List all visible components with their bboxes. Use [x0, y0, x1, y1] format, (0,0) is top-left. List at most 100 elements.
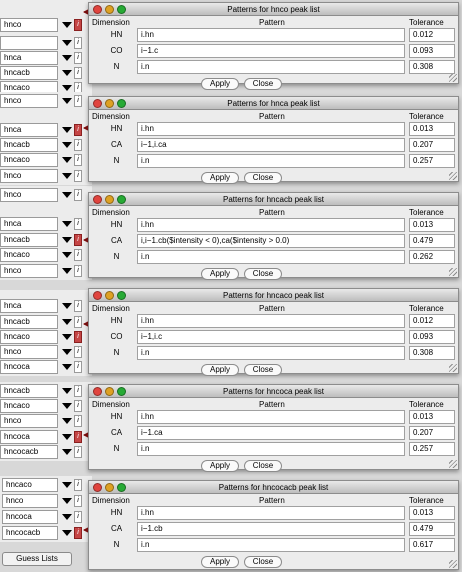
chevron-down-icon[interactable]	[62, 482, 72, 488]
tolerance-field[interactable]: 0.013	[409, 218, 455, 232]
minimize-window-icon[interactable]	[105, 195, 114, 204]
peak-list-name-field[interactable]: hncacb	[0, 233, 58, 247]
info-icon[interactable]: i	[74, 431, 82, 443]
peak-list-name-field[interactable]: hnco	[2, 494, 58, 508]
info-icon[interactable]: i	[74, 95, 82, 107]
info-icon[interactable]: i	[74, 385, 82, 397]
peak-list-name-field[interactable]: hncaco	[0, 153, 58, 167]
info-icon[interactable]: i	[74, 154, 82, 166]
chevron-down-icon[interactable]	[62, 364, 72, 370]
peak-list-name-field[interactable]: hnco	[0, 264, 58, 278]
tolerance-field[interactable]: 0.308	[409, 346, 455, 360]
info-icon[interactable]: i	[74, 249, 82, 261]
chevron-down-icon[interactable]	[62, 434, 72, 440]
resize-grip-icon[interactable]	[449, 460, 457, 468]
peak-list-name-field[interactable]: hnca	[0, 217, 58, 231]
info-icon[interactable]: i	[74, 170, 82, 182]
peak-list-name-field[interactable]: hnco	[0, 169, 58, 183]
info-icon[interactable]: i	[74, 415, 82, 427]
pattern-field[interactable]: i.n	[137, 346, 405, 360]
close-button[interactable]: Close	[244, 268, 282, 280]
peak-list-name-field[interactable]: hncacb	[0, 315, 58, 329]
pattern-field[interactable]: i,i−1.cb($intensity < 0),ca($intensity >…	[137, 234, 405, 248]
peak-list-name-field[interactable]: hncaco	[0, 399, 58, 413]
info-icon[interactable]: i	[74, 361, 82, 373]
close-button[interactable]: Close	[244, 172, 282, 184]
peak-list-name-field[interactable]: hncocacb	[2, 526, 58, 540]
zoom-window-icon[interactable]	[117, 5, 126, 14]
close-window-icon[interactable]	[93, 99, 102, 108]
peak-list-name-field[interactable]: hncoca	[0, 360, 58, 374]
minimize-window-icon[interactable]	[105, 387, 114, 396]
pattern-field[interactable]: i.hn	[137, 218, 405, 232]
peak-list-name-field[interactable]: hncoca	[0, 430, 58, 444]
info-icon[interactable]: i	[74, 218, 82, 230]
chevron-down-icon[interactable]	[62, 70, 72, 76]
chevron-down-icon[interactable]	[62, 173, 72, 179]
tolerance-field[interactable]: 0.308	[409, 60, 455, 74]
resize-grip-icon[interactable]	[449, 268, 457, 276]
chevron-down-icon[interactable]	[62, 349, 72, 355]
chevron-down-icon[interactable]	[62, 40, 72, 46]
tolerance-field[interactable]: 0.207	[409, 426, 455, 440]
chevron-down-icon[interactable]	[62, 388, 72, 394]
info-icon[interactable]: i	[74, 446, 82, 458]
window-title-bar[interactable]: Patterns for hncaco peak list	[89, 289, 458, 302]
chevron-down-icon[interactable]	[62, 334, 72, 340]
guess-lists-button[interactable]: Guess Lists	[2, 552, 72, 566]
peak-list-name-field[interactable]: hnco	[0, 414, 58, 428]
tolerance-field[interactable]: 0.012	[409, 314, 455, 328]
zoom-window-icon[interactable]	[117, 195, 126, 204]
chevron-down-icon[interactable]	[62, 127, 72, 133]
peak-list-name-field[interactable]: hncoca	[2, 510, 58, 524]
pattern-field[interactable]: i.n	[137, 442, 405, 456]
chevron-down-icon[interactable]	[62, 85, 72, 91]
chevron-down-icon[interactable]	[62, 303, 72, 309]
info-icon[interactable]: i	[74, 19, 82, 31]
chevron-down-icon[interactable]	[62, 403, 72, 409]
chevron-down-icon[interactable]	[62, 221, 72, 227]
pattern-field[interactable]: i.n	[137, 538, 405, 552]
peak-list-name-field[interactable]	[0, 36, 58, 50]
close-window-icon[interactable]	[93, 291, 102, 300]
tolerance-field[interactable]: 0.093	[409, 330, 455, 344]
pattern-field[interactable]: i−1.ca	[137, 426, 405, 440]
chevron-down-icon[interactable]	[62, 192, 72, 198]
resize-grip-icon[interactable]	[449, 172, 457, 180]
pattern-field[interactable]: i−1,i.c	[137, 330, 405, 344]
peak-list-name-field[interactable]: hnca	[0, 299, 58, 313]
apply-button[interactable]: Apply	[201, 460, 239, 472]
chevron-down-icon[interactable]	[62, 98, 72, 104]
info-icon[interactable]: i	[74, 479, 82, 491]
window-title-bar[interactable]: Patterns for hnco peak list	[89, 3, 458, 16]
resize-grip-icon[interactable]	[449, 74, 457, 82]
pattern-field[interactable]: i−1.cb	[137, 522, 405, 536]
tolerance-field[interactable]: 0.617	[409, 538, 455, 552]
apply-button[interactable]: Apply	[201, 268, 239, 280]
minimize-window-icon[interactable]	[105, 483, 114, 492]
zoom-window-icon[interactable]	[117, 99, 126, 108]
pattern-field[interactable]: i−1,i.ca	[137, 138, 405, 152]
pattern-field[interactable]: i.n	[137, 250, 405, 264]
chevron-down-icon[interactable]	[62, 237, 72, 243]
zoom-window-icon[interactable]	[117, 387, 126, 396]
info-icon[interactable]: i	[74, 495, 82, 507]
pattern-field[interactable]: i.hn	[137, 410, 405, 424]
info-icon[interactable]: i	[74, 316, 82, 328]
apply-button[interactable]: Apply	[201, 556, 239, 568]
window-title-bar[interactable]: Patterns for hncocacb peak list	[89, 481, 458, 494]
tolerance-field[interactable]: 0.207	[409, 138, 455, 152]
apply-button[interactable]: Apply	[201, 78, 239, 90]
peak-list-name-field[interactable]: hncaco	[0, 248, 58, 262]
info-icon[interactable]: i	[74, 37, 82, 49]
peak-list-name-field[interactable]: hnco	[0, 94, 58, 108]
peak-list-name-field[interactable]: hncacb	[0, 138, 58, 152]
apply-button[interactable]: Apply	[201, 364, 239, 376]
chevron-down-icon[interactable]	[62, 22, 72, 28]
chevron-down-icon[interactable]	[62, 252, 72, 258]
peak-list-name-field[interactable]: hncacb	[0, 384, 58, 398]
resize-grip-icon[interactable]	[449, 560, 457, 568]
pattern-field[interactable]: i.hn	[137, 122, 405, 136]
peak-list-name-field[interactable]: hnco	[0, 18, 58, 32]
minimize-window-icon[interactable]	[105, 291, 114, 300]
